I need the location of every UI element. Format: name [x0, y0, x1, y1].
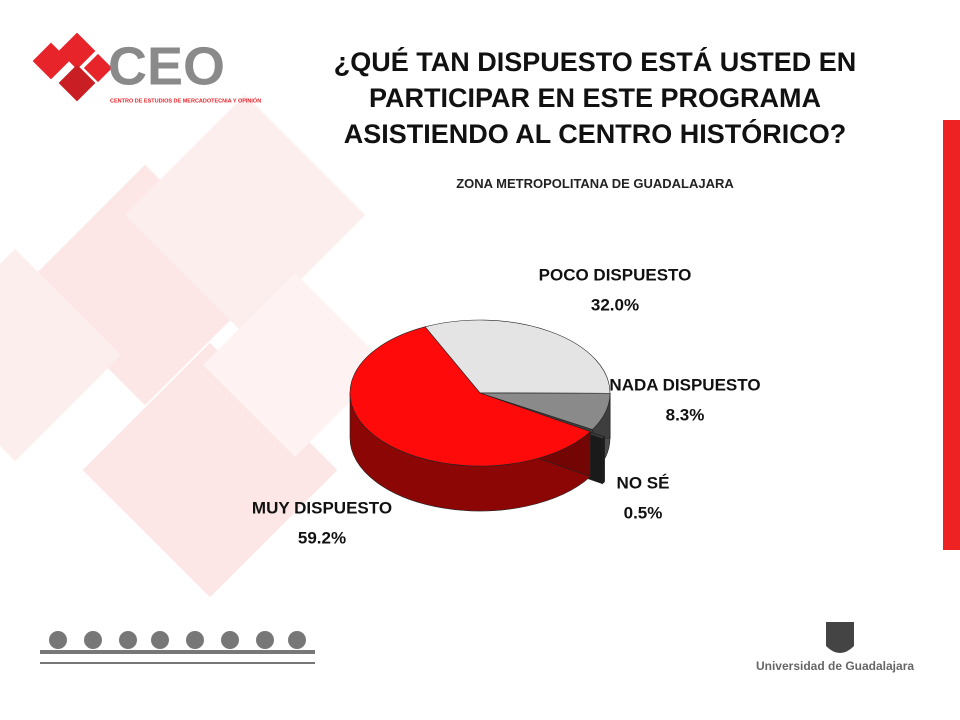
slice-label: NADA DISPUESTO [609, 375, 760, 394]
slice-value-label: 32.0% [591, 295, 639, 314]
logo-subtitle: CENTRO DE ESTUDIOS DE MERCADOTECNIA Y OP… [110, 96, 261, 104]
slice-value-label: 59.2% [298, 528, 346, 547]
chart-subtitle: ZONA METROPOLITANA DE GUADALAJARA [456, 176, 734, 191]
slice-top [424, 319, 611, 394]
university-name: Universidad de Guadalajara [756, 659, 914, 673]
background-pattern [0, 94, 387, 598]
slice-label: NO SÉ [617, 473, 670, 492]
chart-title: ¿QUÉ TAN DISPUESTO ESTÁ USTED EN PARTICI… [333, 47, 857, 149]
pie-slice [349, 326, 591, 512]
logo: CEO CENTRO DE ESTUDIOS DE MERCADOTECNIA … [32, 32, 261, 104]
logo-text: CEO [108, 36, 225, 96]
slice-value-label: 8.3% [666, 405, 705, 424]
tree-icons [40, 631, 315, 664]
university-crest: Universidad de Guadalajara [756, 622, 914, 673]
side-bar [943, 120, 960, 550]
slice-top [349, 326, 591, 467]
slice-label: MUY DISPUESTO [252, 498, 392, 517]
slice-value-label: 0.5% [624, 503, 663, 522]
slice-top [479, 392, 611, 430]
slice-label: POCO DISPUESTO [539, 265, 692, 284]
